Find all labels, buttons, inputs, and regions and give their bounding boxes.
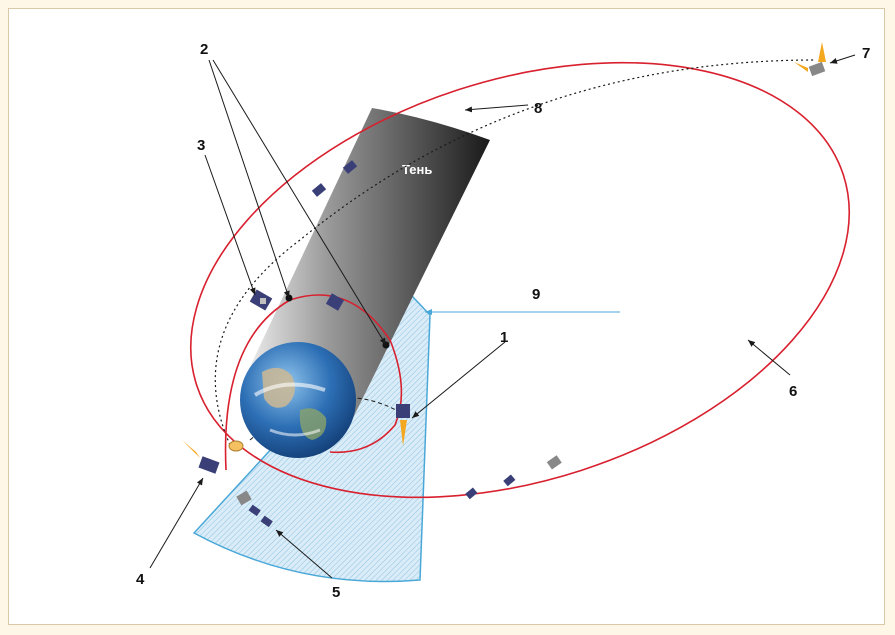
label-5: 5 — [332, 584, 340, 601]
label-4: 4 — [136, 571, 145, 588]
label-1: 1 — [500, 329, 508, 346]
pointer-3 — [204, 154, 256, 296]
label-7: 7 — [862, 45, 870, 62]
pointer-7 — [829, 54, 856, 64]
pointer-1 — [411, 341, 506, 419]
satellite-icon — [794, 42, 826, 77]
pointer-2a — [208, 59, 290, 299]
pointer-5 — [275, 529, 333, 579]
pointer-8 — [464, 104, 529, 113]
diagram-frame — [8, 8, 885, 625]
label-9: 9 — [532, 286, 540, 303]
satellite-icon — [311, 183, 327, 197]
satellite-icon — [396, 404, 410, 446]
label-2: 2 — [200, 41, 208, 58]
satellite-icon — [248, 504, 273, 528]
pointer-4 — [149, 477, 204, 569]
transfer-orbit — [189, 61, 851, 499]
earth-shadow-cone — [240, 108, 490, 420]
pointer-2b — [212, 59, 387, 346]
pointer-6 — [747, 339, 791, 376]
earth-icon — [240, 342, 356, 458]
satellite-icon — [465, 455, 562, 500]
initial-orbit — [224, 294, 403, 471]
engine-flame-icon — [228, 440, 244, 452]
label-6: 6 — [789, 383, 797, 400]
shadow-label: Тень — [402, 162, 432, 177]
satellite-icon — [325, 293, 345, 311]
satellite-icon — [249, 289, 273, 311]
satellite-icon — [182, 440, 220, 474]
satellite-icon — [236, 490, 252, 506]
label-8: 8 — [534, 100, 542, 117]
satellite-icon — [342, 160, 358, 174]
label-3: 3 — [197, 137, 205, 154]
